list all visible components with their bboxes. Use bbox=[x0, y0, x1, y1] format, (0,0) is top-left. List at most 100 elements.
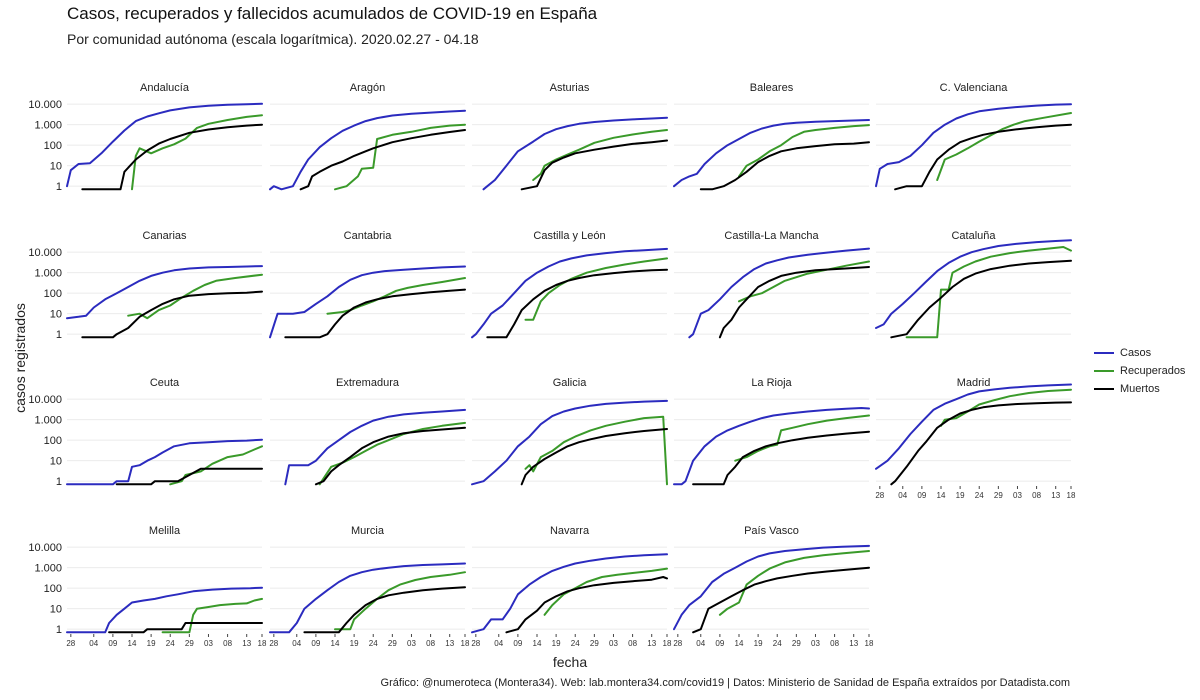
x-tick-label: 13 bbox=[242, 639, 251, 648]
series-line-recuperados bbox=[131, 114, 263, 191]
x-tick-label: 03 bbox=[1013, 491, 1022, 500]
y-tick-label: 100 bbox=[44, 435, 62, 447]
x-tick-label: 14 bbox=[331, 639, 340, 648]
x-tick-label: 03 bbox=[811, 639, 820, 648]
x-tick-label: 14 bbox=[735, 639, 744, 648]
panel-cataluna: Cataluña bbox=[875, 230, 1072, 339]
series-line-recuperados bbox=[940, 388, 1072, 427]
y-tick-label: 10.000 bbox=[28, 247, 62, 259]
x-tick-label: 03 bbox=[609, 639, 618, 648]
panel-cantabria: Cantabria bbox=[269, 230, 466, 339]
x-tick-label: 24 bbox=[773, 639, 782, 648]
x-tick-label: 29 bbox=[388, 639, 397, 648]
panel-title: Aragón bbox=[350, 82, 385, 94]
x-tick-label: 24 bbox=[571, 639, 580, 648]
panel-andalucia: Andalucía 1 10 100 1.000 10.000 bbox=[28, 82, 263, 193]
chart-title: Casos, recuperados y fallecidos acumulad… bbox=[67, 4, 598, 23]
y-tick-label: 10 bbox=[50, 456, 62, 468]
x-tick-label: 29 bbox=[792, 639, 801, 648]
y-tick-label: 10 bbox=[50, 604, 62, 616]
y-tick-label: 1 bbox=[56, 476, 62, 488]
y-tick-label: 1 bbox=[56, 624, 62, 636]
x-tick-label: 13 bbox=[647, 639, 656, 648]
panel-aragon: Aragón bbox=[269, 82, 466, 191]
x-tick-label: 08 bbox=[628, 639, 637, 648]
series-line-casos bbox=[471, 247, 668, 339]
x-tick-label: 04 bbox=[696, 639, 705, 648]
x-tick-label: 19 bbox=[552, 639, 561, 648]
x-tick-label: 04 bbox=[89, 639, 98, 648]
y-tick-label: 100 bbox=[44, 140, 62, 152]
x-tick-label: 19 bbox=[147, 639, 156, 648]
series-line-recuperados bbox=[936, 112, 1072, 181]
series-line-muertos bbox=[314, 426, 466, 486]
panel-c-valenciana: C. Valenciana bbox=[875, 82, 1072, 191]
series-line-casos bbox=[284, 408, 466, 486]
x-tick-label: 04 bbox=[292, 639, 301, 648]
x-tick-label: 09 bbox=[917, 491, 926, 500]
panel-title: Ceuta bbox=[150, 377, 180, 389]
series-line-muertos bbox=[486, 268, 668, 339]
series-line-recuperados bbox=[318, 421, 466, 486]
series-line-muertos bbox=[520, 428, 668, 486]
panel-title: C. Valenciana bbox=[940, 82, 1009, 94]
x-tick-label: 04 bbox=[494, 639, 503, 648]
legend-item-recuperados: Recuperados bbox=[1094, 362, 1185, 380]
x-tick-label: 24 bbox=[166, 639, 175, 648]
x-tick-label: 14 bbox=[128, 639, 137, 648]
x-tick-label: 09 bbox=[108, 639, 117, 648]
series-line-muertos bbox=[520, 139, 668, 191]
x-tick-label: 09 bbox=[311, 639, 320, 648]
series-line-casos bbox=[673, 119, 870, 188]
panel-castilla-y-leon: Castilla y León bbox=[471, 230, 668, 339]
series-line-recuperados bbox=[326, 277, 466, 315]
x-tick-label: 24 bbox=[975, 491, 984, 500]
series-line-casos bbox=[673, 407, 870, 486]
panel-pais-vasco: País Vasco 28 04 09 14 19 24 29 03 08 13 18 bbox=[673, 525, 874, 648]
x-tick-label: 18 bbox=[865, 639, 874, 648]
series-line-recuperados bbox=[524, 415, 668, 486]
x-tick-label: 13 bbox=[849, 639, 858, 648]
y-tick-label: 1.000 bbox=[34, 415, 62, 427]
x-tick-label: 14 bbox=[533, 639, 542, 648]
x-tick-label: 03 bbox=[407, 639, 416, 648]
series-line-muertos bbox=[894, 123, 1072, 191]
x-tick-label: 29 bbox=[185, 639, 194, 648]
series-line-recuperados bbox=[718, 550, 870, 616]
panel-canarias: Canarias 1 10 100 1.000 10.000 bbox=[28, 230, 263, 341]
x-tick-label: 28 bbox=[471, 639, 480, 648]
series-line-recuperados bbox=[161, 597, 263, 634]
x-tick-label: 08 bbox=[426, 639, 435, 648]
series-line-muertos bbox=[299, 129, 466, 191]
x-tick-label: 18 bbox=[663, 639, 672, 648]
series-line-casos bbox=[471, 399, 668, 486]
series-line-muertos bbox=[284, 288, 466, 339]
panel-baleares: Baleares bbox=[673, 82, 870, 191]
legend-item-casos: Casos bbox=[1094, 344, 1185, 362]
series-line-casos bbox=[66, 102, 263, 188]
legend-swatch-muertos bbox=[1094, 388, 1114, 390]
series-line-recuperados bbox=[532, 129, 668, 181]
series-line-muertos bbox=[890, 259, 1072, 339]
panel-madrid: Madrid 28 04 09 14 19 24 29 03 08 13 18 bbox=[875, 377, 1076, 500]
panel-title: Canarias bbox=[142, 230, 187, 242]
series-line-casos bbox=[482, 116, 668, 191]
x-tick-label: 04 bbox=[898, 491, 907, 500]
x-tick-label: 08 bbox=[223, 639, 232, 648]
x-tick-label: 14 bbox=[937, 491, 946, 500]
x-tick-label: 08 bbox=[1032, 491, 1041, 500]
y-tick-label: 10.000 bbox=[28, 99, 62, 111]
y-tick-label: 1 bbox=[56, 181, 62, 193]
series-line-casos bbox=[66, 586, 263, 634]
series-line-recuperados bbox=[524, 257, 668, 321]
chart-subtitle: Por comunidad autónoma (escala logarítmi… bbox=[67, 31, 479, 47]
y-tick-label: 100 bbox=[44, 288, 62, 300]
x-tick-label: 28 bbox=[66, 639, 75, 648]
series-line-muertos bbox=[692, 566, 870, 634]
series-line-muertos bbox=[81, 290, 263, 339]
legend-swatch-casos bbox=[1094, 352, 1114, 354]
x-tick-label: 13 bbox=[1051, 491, 1060, 500]
panel-title: Asturias bbox=[550, 82, 590, 94]
panel-title: Navarra bbox=[550, 525, 590, 537]
